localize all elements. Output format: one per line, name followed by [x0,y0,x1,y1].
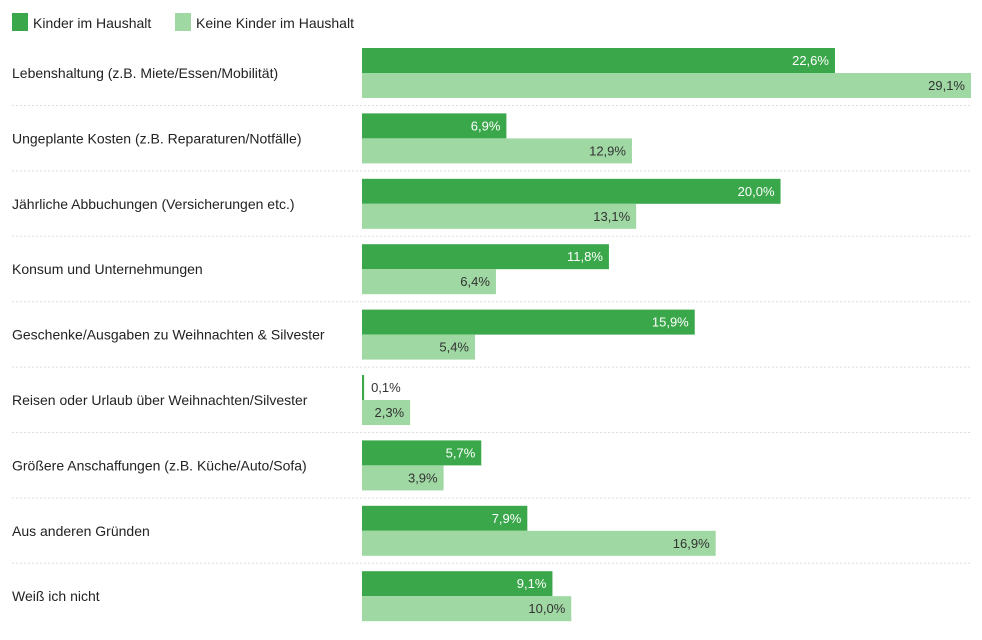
category-label: Konsum und Unternehmungen [12,261,203,277]
category-label: Jährliche Abbuchungen (Versicherungen et… [12,196,295,212]
data-label-keine-kinder-im-haushalt: 3,9% [408,470,438,485]
category-label: Lebenshaltung (z.B. Miete/Essen/Mobilitä… [12,65,278,81]
category-row: Lebenshaltung (z.B. Miete/Essen/Mobilitä… [12,48,971,106]
data-label-kinder-im-haushalt: 7,9% [492,511,522,526]
bar-kinder-im-haushalt [362,440,482,466]
category-label: Ungeplante Kosten (z.B. Reparaturen/Notf… [12,130,302,146]
data-label-keine-kinder-im-haushalt: 6,4% [460,274,490,289]
bar-keine-kinder-im-haushalt [362,596,572,622]
category-row: Größere Anschaffungen (z.B. Küche/Auto/S… [12,440,970,499]
bar-keine-kinder-im-haushalt [362,138,632,164]
bar-keine-kinder-im-haushalt [362,203,637,229]
category-label: Geschenke/Ausgaben zu Weihnachten & Silv… [12,327,325,343]
bar-keine-kinder-im-haushalt [362,530,716,556]
legend-item-kinder-im-haushalt: Kinder im Haushalt [12,13,151,31]
category-row: Weiß ich nicht 9,1% 10,0% [12,571,572,622]
category-label: Reisen oder Urlaub über Weihnachten/Silv… [12,392,308,408]
bar-kinder-im-haushalt [362,48,835,73]
data-label-kinder-im-haushalt: 9,1% [517,576,547,591]
data-label-keine-kinder-im-haushalt: 13,1% [593,209,630,224]
category-row: Geschenke/Ausgaben zu Weihnachten & Silv… [12,309,970,368]
bar-keine-kinder-im-haushalt [362,400,411,425]
data-label-kinder-im-haushalt: 5,7% [446,445,476,460]
category-label: Aus anderen Gründen [12,523,150,539]
data-label-keine-kinder-im-haushalt: 12,9% [589,143,626,158]
data-label-kinder-im-haushalt: 22,6% [792,53,829,68]
legend-swatch-kinder-im-haushalt [12,13,28,31]
data-label-keine-kinder-im-haushalt: 2,3% [374,405,404,420]
data-label-kinder-im-haushalt: 20,0% [738,184,775,199]
category-label: Größere Anschaffungen (z.B. Küche/Auto/S… [12,457,307,473]
bar-keine-kinder-im-haushalt [362,73,971,98]
data-label-keine-kinder-im-haushalt: 16,9% [673,536,710,551]
data-label-kinder-im-haushalt: 15,9% [652,315,689,330]
legend-item-keine-kinder-im-haushalt: Keine Kinder im Haushalt [175,13,354,31]
category-row: Konsum und Unternehmungen 11,8% 6,4% [12,244,970,303]
data-label-kinder-im-haushalt: 0,1% [371,380,401,395]
bar-kinder-im-haushalt [362,113,507,139]
data-label-kinder-im-haushalt: 6,9% [471,118,501,133]
data-label-keine-kinder-im-haushalt: 5,4% [439,340,469,355]
legend-label-keine-kinder-im-haushalt: Keine Kinder im Haushalt [196,15,354,31]
bar-kinder-im-haushalt [362,178,781,204]
bar-kinder-im-haushalt [362,571,553,597]
bar-keine-kinder-im-haushalt [362,269,496,295]
category-row: Ungeplante Kosten (z.B. Reparaturen/Notf… [12,113,970,172]
legend-swatch-keine-kinder-im-haushalt [175,13,191,31]
chart-rows: Lebenshaltung (z.B. Miete/Essen/Mobilitä… [12,48,971,622]
legend-label-kinder-im-haushalt: Kinder im Haushalt [33,15,151,31]
data-label-keine-kinder-im-haushalt: 29,1% [928,78,965,93]
chart-legend: Kinder im Haushalt Keine Kinder im Hausha… [12,13,354,31]
bar-kinder-im-haushalt [362,309,695,335]
bar-keine-kinder-im-haushalt [362,334,476,360]
bar-kinder-im-haushalt [362,505,528,531]
category-label: Weiß ich nicht [12,588,100,604]
category-row: Reisen oder Urlaub über Weihnachten/Silv… [12,375,970,433]
category-row: Aus anderen Gründen 7,9% 16,9% [12,505,970,564]
bar-keine-kinder-im-haushalt [362,465,444,491]
category-row: Jährliche Abbuchungen (Versicherungen et… [12,178,970,237]
data-label-keine-kinder-im-haushalt: 10,0% [528,601,565,616]
bar-kinder-im-haushalt [362,244,609,270]
bar-kinder-im-haushalt [362,375,365,400]
data-label-kinder-im-haushalt: 11,8% [567,249,603,264]
